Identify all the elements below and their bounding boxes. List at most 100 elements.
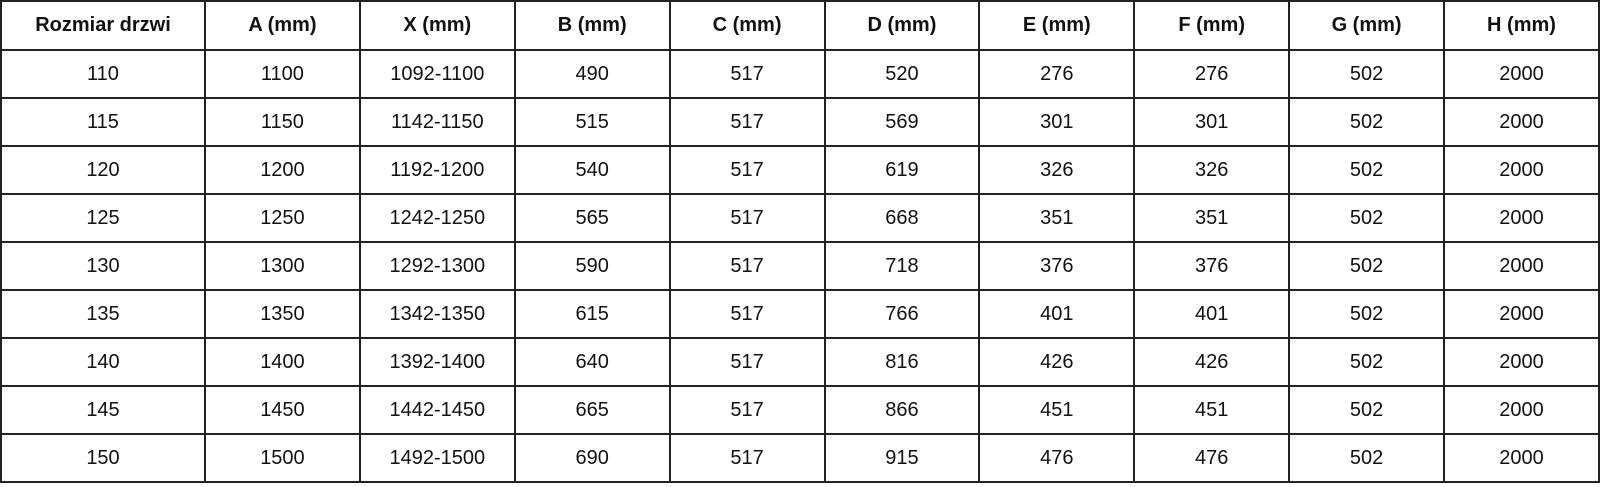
table-cell: 2000 [1443, 385, 1600, 435]
table-cell: 110 [0, 49, 206, 99]
table-cell: 640 [513, 337, 671, 387]
table-cell: 1092-1100 [358, 49, 516, 99]
column-header: C (mm) [668, 0, 826, 51]
table-cell: 2000 [1443, 337, 1600, 387]
table-cell: 2000 [1443, 49, 1600, 99]
table-cell: 426 [1133, 337, 1291, 387]
table-row: 150 1500 1492-1500 690 517 915 476 476 502 2000 [0, 433, 1600, 483]
table-cell: 517 [668, 97, 826, 147]
table-cell: 130 [0, 241, 206, 291]
table-cell: 502 [1288, 97, 1445, 147]
table-cell: 150 [0, 433, 206, 483]
table-cell: 718 [823, 241, 981, 291]
table-cell: 1450 [204, 385, 361, 435]
table-cell: 451 [978, 385, 1136, 435]
column-header: E (mm) [978, 0, 1136, 51]
table-cell: 351 [1133, 193, 1291, 243]
table-cell: 619 [823, 145, 981, 195]
table-cell: 2000 [1443, 145, 1600, 195]
table-cell: 1500 [204, 433, 361, 483]
table-cell: 2000 [1443, 433, 1600, 483]
table-cell: 276 [978, 49, 1136, 99]
table-row: 115 1150 1142-1150 515 517 569 301 301 502 2000 [0, 97, 1600, 147]
table-cell: 276 [1133, 49, 1291, 99]
table-cell: 502 [1288, 289, 1445, 339]
table-cell: 2000 [1443, 193, 1600, 243]
table-cell: 135 [0, 289, 206, 339]
table-row: 125 1250 1242-1250 565 517 668 351 351 502 2000 [0, 193, 1600, 243]
table-cell: 145 [0, 385, 206, 435]
table-cell: 517 [668, 145, 826, 195]
table-cell: 1142-1150 [358, 97, 516, 147]
table-cell: 376 [978, 241, 1136, 291]
table-cell: 690 [513, 433, 671, 483]
table-cell: 1392-1400 [358, 337, 516, 387]
table-cell: 515 [513, 97, 671, 147]
table-cell: 502 [1288, 385, 1445, 435]
column-header: D (mm) [823, 0, 981, 51]
table-cell: 301 [978, 97, 1136, 147]
header-row: Rozmiar drzwi A (mm) X (mm) B (mm) C (mm) D (… [0, 0, 1600, 51]
table-cell: 1250 [204, 193, 361, 243]
table-cell: 2000 [1443, 289, 1600, 339]
table-cell: 517 [668, 385, 826, 435]
table-row: 110 1100 1092-1100 490 517 520 276 276 502 2000 [0, 49, 1600, 99]
table-cell: 490 [513, 49, 671, 99]
table-cell: 517 [668, 49, 826, 99]
table-cell: 502 [1288, 433, 1445, 483]
table-cell: 376 [1133, 241, 1291, 291]
table-cell: 517 [668, 433, 826, 483]
table-cell: 766 [823, 289, 981, 339]
table-cell: 351 [978, 193, 1136, 243]
table-row: 135 1350 1342-1350 615 517 766 401 401 502 2000 [0, 289, 1600, 339]
table-cell: 1492-1500 [358, 433, 516, 483]
table-cell: 1300 [204, 241, 361, 291]
table-cell: 502 [1288, 337, 1445, 387]
table-cell: 502 [1288, 241, 1445, 291]
table-cell: 540 [513, 145, 671, 195]
table-cell: 517 [668, 337, 826, 387]
table-cell: 517 [668, 193, 826, 243]
table-cell: 301 [1133, 97, 1291, 147]
table-cell: 451 [1133, 385, 1291, 435]
table-cell: 1442-1450 [358, 385, 516, 435]
table-cell: 125 [0, 193, 206, 243]
table-row: 140 1400 1392-1400 640 517 816 426 426 502 2000 [0, 337, 1600, 387]
table-cell: 615 [513, 289, 671, 339]
table-cell: 476 [978, 433, 1136, 483]
table-cell: 401 [1133, 289, 1291, 339]
table-cell: 520 [823, 49, 981, 99]
table-cell: 326 [978, 145, 1136, 195]
table-cell: 1200 [204, 145, 361, 195]
table-row: 130 1300 1292-1300 590 517 718 376 376 502 2000 [0, 241, 1600, 291]
table-cell: 1342-1350 [358, 289, 516, 339]
table-cell: 668 [823, 193, 981, 243]
table-cell: 115 [0, 97, 206, 147]
table-cell: 426 [978, 337, 1136, 387]
column-header: G (mm) [1288, 0, 1445, 51]
table-cell: 866 [823, 385, 981, 435]
table-cell: 2000 [1443, 97, 1600, 147]
table-cell: 326 [1133, 145, 1291, 195]
table-cell: 665 [513, 385, 671, 435]
table-cell: 590 [513, 241, 671, 291]
table-row: 145 1450 1442-1450 665 517 866 451 451 502 2000 [0, 385, 1600, 435]
table-cell: 517 [668, 241, 826, 291]
table-cell: 565 [513, 193, 671, 243]
table-cell: 502 [1288, 145, 1445, 195]
column-header: B (mm) [513, 0, 671, 51]
table-cell: 140 [0, 337, 206, 387]
table-cell: 502 [1288, 193, 1445, 243]
table-cell: 569 [823, 97, 981, 147]
table-cell: 1100 [204, 49, 361, 99]
table-cell: 1150 [204, 97, 361, 147]
table-cell: 502 [1288, 49, 1445, 99]
table-cell: 401 [978, 289, 1136, 339]
table-cell: 816 [823, 337, 981, 387]
table-cell: 2000 [1443, 241, 1600, 291]
table-cell: 476 [1133, 433, 1291, 483]
table-cell: 1350 [204, 289, 361, 339]
table-cell: 1242-1250 [358, 193, 516, 243]
column-header: H (mm) [1443, 0, 1600, 51]
